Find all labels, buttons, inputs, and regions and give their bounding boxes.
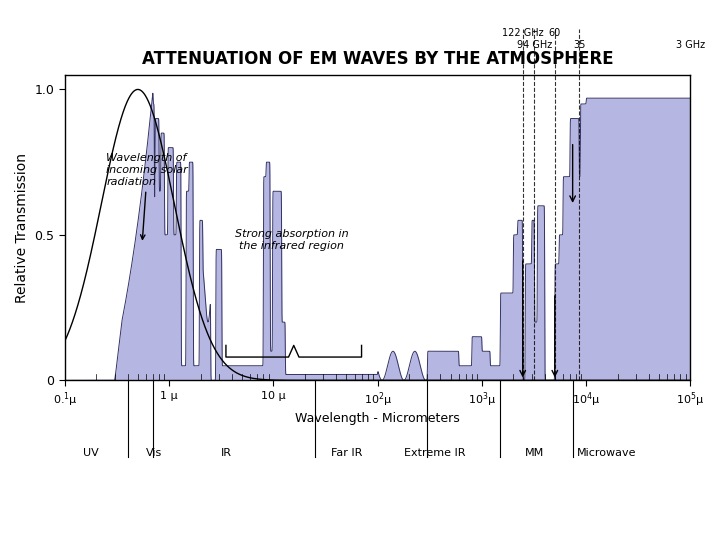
Text: Microwave: Microwave	[577, 448, 636, 457]
Title: ATTENUATION OF EM WAVES BY THE ATMOSPHERE: ATTENUATION OF EM WAVES BY THE ATMOSPHER…	[142, 50, 613, 68]
Text: IR: IR	[221, 448, 232, 457]
Text: UV: UV	[83, 448, 99, 457]
Text: 3 GHz: 3 GHz	[676, 40, 705, 50]
Text: Vis: Vis	[145, 448, 162, 457]
Text: Strong absorption in
the infrared region: Strong absorption in the infrared region	[235, 229, 348, 251]
Text: Far IR: Far IR	[330, 448, 362, 457]
X-axis label: Wavelength - Micrometers: Wavelength - Micrometers	[295, 412, 460, 425]
Text: Wavelength of
incoming solar
radiation: Wavelength of incoming solar radiation	[107, 153, 188, 239]
Text: 35: 35	[573, 40, 585, 50]
Y-axis label: Relative Transmission: Relative Transmission	[15, 153, 29, 302]
Text: 122 GHz: 122 GHz	[502, 28, 544, 38]
Text: 60: 60	[549, 28, 561, 38]
Text: Extreme IR: Extreme IR	[405, 448, 466, 457]
Text: MM: MM	[524, 448, 544, 457]
Text: 94 GHz: 94 GHz	[517, 40, 552, 50]
